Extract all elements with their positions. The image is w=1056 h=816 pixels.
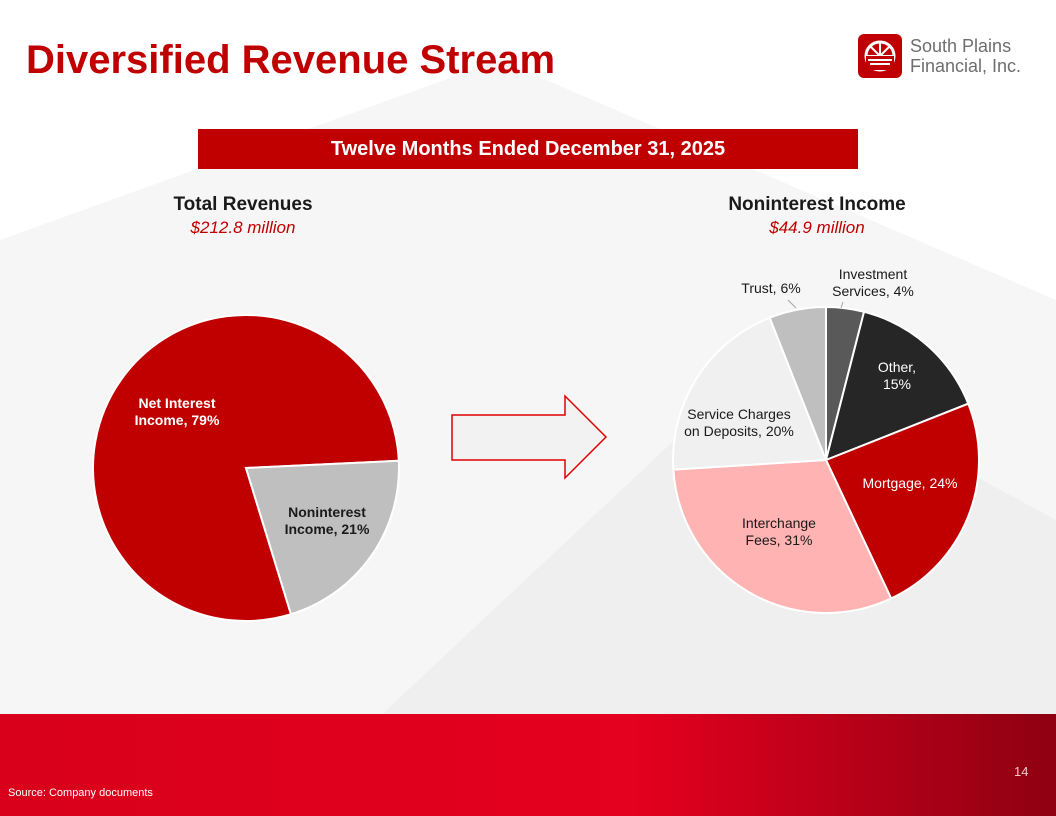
logo-line-2: Financial, Inc.: [910, 56, 1022, 76]
slice-label-mortgage-24: Mortgage, 24%: [863, 475, 958, 491]
noninterest-income-heading: Noninterest Income $44.9 million: [667, 194, 967, 238]
pie-slice-other-15: [824, 310, 970, 462]
pie-slice-mortgage-24: [824, 402, 980, 600]
source-note: Source: Company documents: [8, 787, 153, 799]
slice-label-net-interest-income-79: Net Interest Income, 79%: [135, 395, 220, 428]
noninterest-income-amount: $44.9 million: [769, 218, 865, 237]
logo-mark-icon: [858, 34, 902, 78]
slice-label-trust-6: Trust, 6%: [741, 280, 800, 296]
slice-label-interchange-fees-31: Interchange Fees, 31%: [742, 515, 816, 548]
page-title: Diversified Revenue Stream: [26, 38, 556, 82]
noninterest-income-pie: Investment Services, 4% Other, 15% Mortgage,…: [672, 266, 980, 614]
total-revenues-heading: Total Revenues $212.8 million: [93, 194, 393, 238]
logo-text: South Plains Financial, Inc.: [910, 36, 1021, 76]
pie-slice-trust-6: [768, 305, 827, 461]
pie-slice-interchange-fees-31: [672, 458, 893, 614]
footer-band: [0, 714, 1056, 816]
slice-label-other-15: Other, 15%: [878, 359, 916, 392]
pie-charts: Net Interest Income, 79% Noninterest Income…: [92, 266, 980, 622]
slice-label-noninterest-income-21: Noninterest Income, 21%: [285, 504, 370, 537]
total-revenues-amount: $212.8 million: [190, 218, 296, 237]
page-number: 14: [1014, 764, 1029, 779]
pie-slice-noninterest-income-21: [244, 459, 400, 616]
total-revenues-pie: Net Interest Income, 79% Noninterest Income…: [92, 314, 400, 622]
leader-line: [787, 299, 797, 309]
total-revenues-title: Total Revenues: [173, 194, 313, 215]
period-banner: Twelve Months Ended December 31, 2025: [198, 129, 858, 169]
noninterest-income-title: Noninterest Income: [728, 194, 906, 215]
logo-line-1: South Plains: [910, 36, 1012, 56]
slice-label-service-charges-on-deposits-20: Service Charges on Deposits, 20%: [684, 406, 794, 439]
right-arrow-icon: [451, 394, 608, 480]
company-logo: South Plains Financial, Inc.: [858, 34, 1028, 80]
pie-slice-service-charges-on-deposits-20: [672, 316, 828, 471]
leader-line: [840, 301, 844, 309]
slice-label-investment-services-4: Investment Services, 4%: [832, 266, 914, 299]
